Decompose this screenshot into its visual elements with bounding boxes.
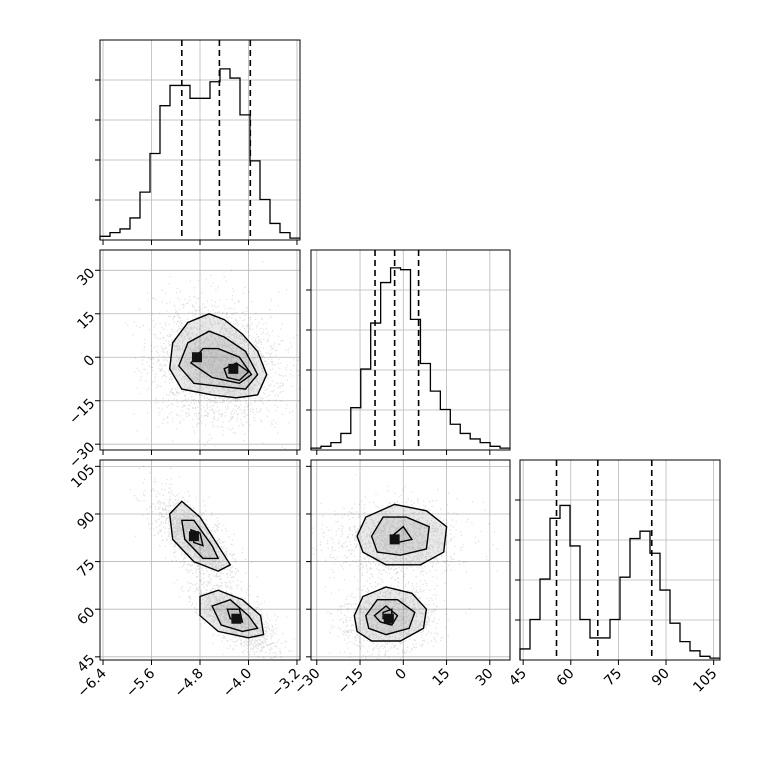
contour-line	[226, 608, 244, 623]
y-tick-label: 0	[81, 352, 99, 370]
x-tick-label: 30	[473, 666, 497, 690]
contour-line	[199, 589, 265, 639]
y-tick-label: 15	[74, 309, 98, 333]
scatter-points	[125, 261, 300, 449]
scatter-points	[311, 474, 498, 660]
panel-grid	[100, 460, 300, 660]
y-tick-label: 90	[74, 509, 98, 533]
contour-line	[211, 598, 259, 633]
contour-line	[373, 605, 399, 626]
panel-grid	[100, 40, 300, 240]
x-tick-label: −4.8	[171, 666, 206, 701]
density-fill	[371, 517, 430, 556]
x-tick-label: −4.0	[220, 666, 255, 701]
panel-grid	[311, 250, 510, 450]
contour-line	[353, 586, 428, 642]
y-tick-label: 75	[74, 557, 98, 581]
x-tick-label: 90	[649, 666, 673, 690]
contour-line	[168, 313, 268, 399]
contour-line	[177, 330, 259, 390]
histogram-step	[99, 68, 300, 240]
contour-line	[356, 503, 448, 566]
histogram-step	[310, 267, 510, 450]
density-peak	[389, 534, 400, 545]
density-peak	[228, 363, 239, 374]
y-tick-label: −15	[66, 396, 98, 428]
x-tick-label: 45	[506, 666, 530, 690]
axes-frame	[310, 459, 511, 661]
scatter-points	[130, 465, 295, 660]
density-peak	[383, 613, 394, 624]
x-tick-label: 15	[429, 666, 453, 690]
axes-frame	[519, 459, 721, 661]
density-fill	[178, 331, 258, 390]
contour-line	[370, 516, 430, 556]
x-tick-label: −5.6	[123, 665, 158, 700]
axes-frame	[310, 249, 511, 451]
density-peak	[188, 531, 199, 542]
histogram-step	[519, 504, 720, 660]
scatter-density	[130, 465, 295, 660]
x-tick-label: 0	[392, 666, 410, 684]
x-tick-label: −15	[335, 666, 367, 698]
contour-line	[189, 347, 253, 385]
density-fill	[190, 348, 252, 384]
panel-grid	[520, 460, 720, 660]
x-tick-label: 105	[690, 666, 720, 696]
x-tick-label: 60	[554, 666, 578, 690]
x-tick-label: 75	[601, 666, 625, 690]
contour-line	[180, 519, 220, 560]
scatter-density	[311, 474, 498, 660]
density-peak	[191, 352, 202, 363]
density-peak	[231, 613, 242, 624]
contour-line	[365, 599, 416, 636]
contour-line	[168, 500, 232, 572]
y-tick-label: 60	[74, 604, 98, 628]
y-tick-label: 30	[74, 265, 98, 289]
